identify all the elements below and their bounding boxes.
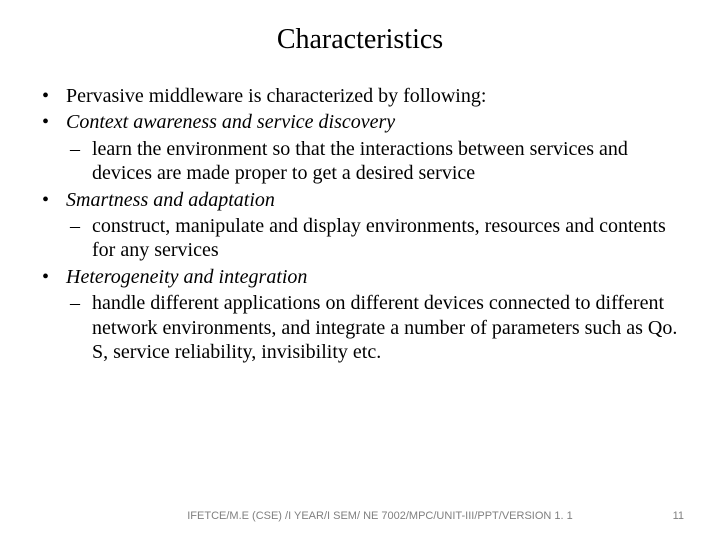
bullet-text-italic: Context awareness and service discovery (66, 111, 395, 133)
footer-text: IFETCE/M.E (CSE) /I YEAR/I SEM/ NE 7002/… (36, 510, 654, 522)
sub-bullet-item: learn the environment so that the intera… (66, 137, 684, 186)
sub-bullet-text: construct, manipulate and display enviro… (92, 215, 666, 261)
bullet-item: Pervasive middleware is characterized by… (36, 84, 684, 108)
bullet-list: Pervasive middleware is characterized by… (36, 84, 684, 364)
slide-container: Characteristics Pervasive middleware is … (0, 0, 720, 540)
sub-bullet-item: handle different applications on differe… (66, 291, 684, 364)
bullet-text: Pervasive middleware is characterized by… (66, 85, 486, 107)
sub-bullet-list: handle different applications on differe… (66, 291, 684, 364)
sub-bullet-item: construct, manipulate and display enviro… (66, 214, 684, 263)
bullet-item: Smartness and adaptation construct, mani… (36, 188, 684, 263)
slide-title: Characteristics (36, 24, 684, 56)
sub-bullet-text: learn the environment so that the intera… (92, 138, 628, 184)
bullet-item: Context awareness and service discovery … (36, 110, 684, 185)
slide-content: Pervasive middleware is characterized by… (36, 84, 684, 364)
bullet-text-italic: Heterogeneity and integration (66, 266, 307, 288)
sub-bullet-list: construct, manipulate and display enviro… (66, 214, 684, 263)
sub-bullet-list: learn the environment so that the intera… (66, 137, 684, 186)
page-number: 11 (654, 510, 684, 522)
bullet-text-italic: Smartness and adaptation (66, 189, 275, 211)
bullet-item: Heterogeneity and integration handle dif… (36, 265, 684, 365)
sub-bullet-text: handle different applications on differe… (92, 292, 677, 363)
slide-footer: IFETCE/M.E (CSE) /I YEAR/I SEM/ NE 7002/… (0, 510, 720, 522)
